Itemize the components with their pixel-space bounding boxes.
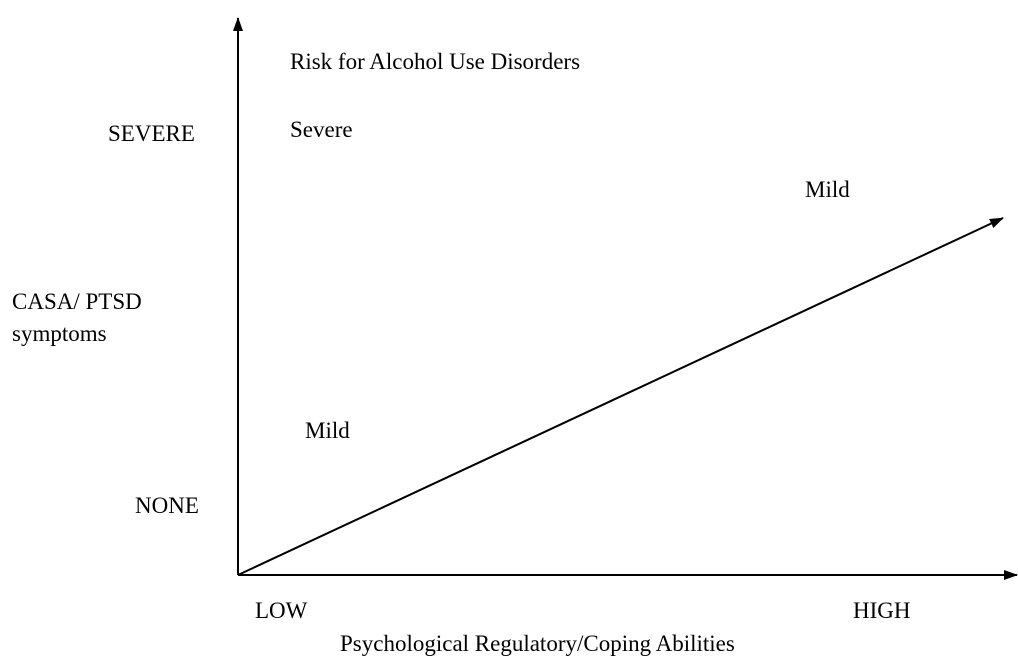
- y-axis-label: symptoms: [12, 321, 107, 346]
- title: Risk for Alcohol Use Disorders: [290, 49, 580, 74]
- risk-mild-lower: Mild: [305, 418, 350, 443]
- x-low-label: LOW: [255, 598, 308, 623]
- risk-arrow: [237, 217, 1004, 576]
- y-high-label: SEVERE: [108, 121, 195, 146]
- x-high-label: HIGH: [853, 598, 911, 623]
- risk-mild-upper: Mild: [805, 177, 850, 202]
- risk-severe: Severe: [290, 117, 353, 142]
- y-low-label: NONE: [135, 493, 199, 518]
- y-axis-label: CASA/ PTSD: [12, 289, 142, 314]
- x-axis-label: Psychological Regulatory/Coping Abilitie…: [340, 631, 735, 656]
